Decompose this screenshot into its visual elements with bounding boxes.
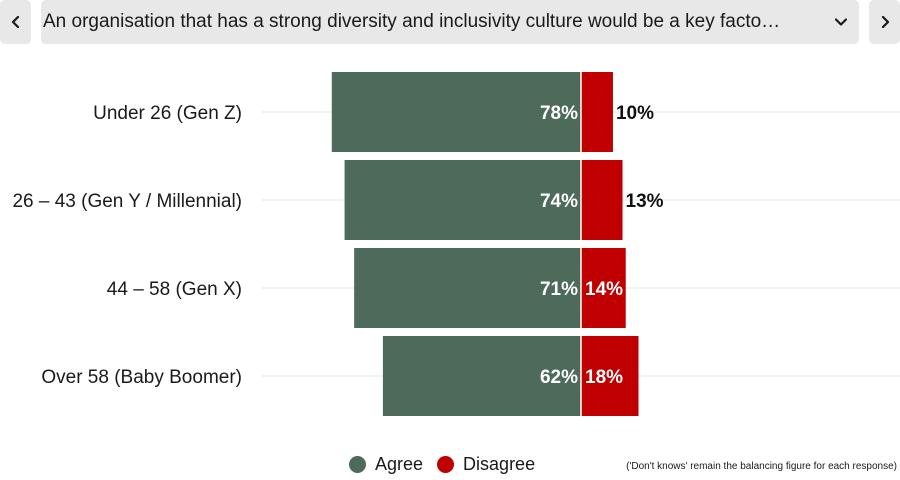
bar-disagree [581, 160, 623, 240]
chevron-down-icon [835, 18, 847, 26]
bar-disagree [581, 72, 613, 152]
category-label: 26 – 43 (Gen Y / Millennial) [12, 191, 242, 212]
bar-agree [344, 160, 581, 240]
legend-item-agree[interactable]: Agree [349, 454, 423, 475]
footnote: ('Don't knows' remain the balancing figu… [626, 461, 897, 472]
data-label-disagree: 18% [585, 367, 623, 388]
category-label: 44 – 58 (Gen X) [107, 279, 242, 300]
bar-agree [331, 72, 581, 152]
legend-label-agree: Agree [375, 454, 424, 474]
bar-agree [354, 248, 581, 328]
legend-item-disagree[interactable]: Disagree [437, 454, 535, 475]
bar-agree [382, 336, 581, 416]
data-label-agree: 71% [540, 279, 578, 300]
category-label: Over 58 (Baby Boomer) [41, 367, 242, 388]
data-label-disagree: 14% [585, 279, 623, 300]
diverging-bar-chart: Under 26 (Gen Z) 78% 10% 26 – 43 (Gen Y / M… [12, 72, 900, 416]
legend-swatch-agree [349, 456, 366, 473]
chart-legend: Agree Disagree [349, 454, 549, 475]
legend-swatch-disagree [437, 456, 455, 473]
question-text: An organisation that has a strong divers… [43, 11, 781, 32]
question-navigation: An organisation that has a strong divers… [0, 0, 900, 44]
data-label-agree: 62% [540, 367, 578, 388]
data-label-disagree: 10% [616, 103, 654, 124]
bar-disagree [581, 248, 626, 328]
bar-disagree [581, 336, 639, 416]
next-question-button[interactable] [869, 0, 900, 44]
chevron-left-icon [11, 16, 19, 28]
legend-label-disagree: Disagree [463, 454, 536, 474]
previous-question-button[interactable] [0, 0, 31, 44]
data-label-disagree: 13% [626, 191, 664, 212]
category-label: Under 26 (Gen Z) [93, 103, 242, 124]
question-dropdown[interactable]: An organisation that has a strong divers… [41, 0, 859, 44]
data-label-agree: 78% [540, 103, 578, 124]
data-label-agree: 74% [540, 191, 578, 212]
chevron-right-icon [881, 16, 889, 28]
